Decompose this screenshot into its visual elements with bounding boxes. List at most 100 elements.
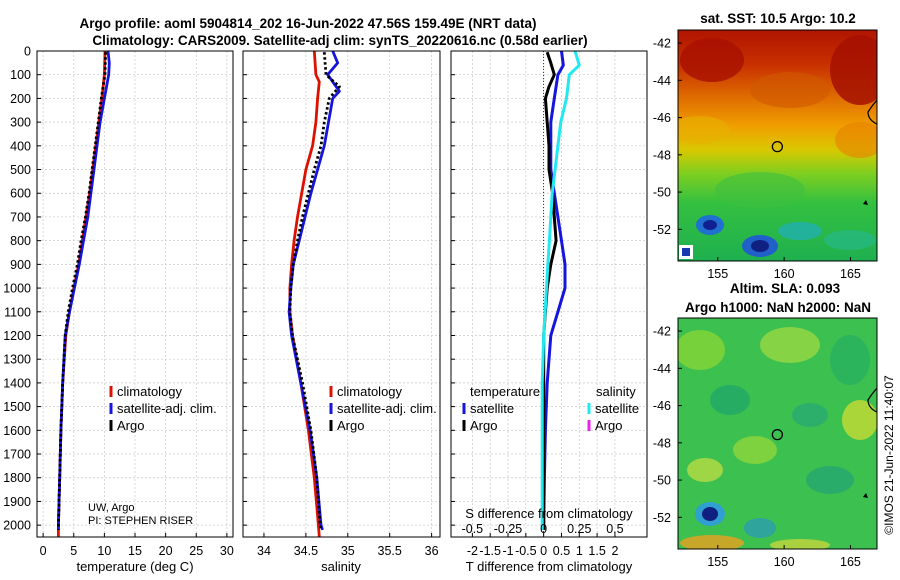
depth-tick-label: 0 xyxy=(24,45,31,59)
series-satellite-adj-clim- xyxy=(287,50,341,531)
lat-tick-label: -52 xyxy=(653,223,671,237)
sst-field xyxy=(678,30,877,261)
difference-xlabel: T difference from climatology xyxy=(466,559,633,574)
x-tick-label: -1 xyxy=(502,544,513,558)
temperature-legend: climatology satellite-adj. clim. Argo xyxy=(109,384,217,433)
salinity-x-ticks: 34 34.5 35 35.5 36 xyxy=(243,50,439,558)
x-tick-label: 0.5 xyxy=(553,544,570,558)
sla-map-title-line2: Argo h1000: NaN h2000: NaN xyxy=(685,300,871,315)
x-tick-label: -2 xyxy=(467,544,478,558)
difference-lines xyxy=(540,50,581,537)
lon-tick-label: 165 xyxy=(840,555,861,569)
temperature-x-ticks: 0 5 10 15 20 25 30 xyxy=(37,50,234,558)
sst-float-marker xyxy=(771,140,784,153)
depth-tick-label: 1300 xyxy=(3,353,31,367)
x-tick-label: 5 xyxy=(70,544,77,558)
legend-temp-argo-label: Argo xyxy=(470,418,497,433)
temperature-panel: 0 5 10 15 20 25 30 temperature (deg C) climato… xyxy=(36,50,234,574)
difference-x-ticks: -2 -1.5 -1 -0.5 0 0.5 1 1.5 2 xyxy=(451,50,618,558)
legend-sal-satellite-label: satellite xyxy=(595,401,639,416)
depth-tick-label: 1400 xyxy=(3,376,31,390)
x-tick-label: 30 xyxy=(220,544,234,558)
sla-map-ticks: -42 -44 -46 -48 -50 -52 155 160 165 xyxy=(653,325,861,569)
temperature-lines xyxy=(57,50,111,537)
lat-tick-label: -42 xyxy=(653,37,671,51)
series-salinity-satellite xyxy=(540,50,581,530)
depth-tick-label: 1600 xyxy=(3,424,31,438)
lat-tick-label: -44 xyxy=(653,74,671,88)
series-temperature-satellite xyxy=(542,50,567,530)
sla-map-title-line1: Altim. SLA: 0.093 xyxy=(730,281,841,296)
x-tick-label: 0 xyxy=(40,544,47,558)
x-tick-label: 2 xyxy=(611,544,618,558)
lat-tick-label: -52 xyxy=(653,511,671,525)
depth-tick-label: 900 xyxy=(10,258,31,272)
lat-tick-label: -46 xyxy=(653,399,671,413)
salinity-legend: climatology satellite-adj. clim. Argo xyxy=(329,384,437,433)
lat-tick-label: -48 xyxy=(653,148,671,162)
lon-tick-label: 160 xyxy=(774,555,795,569)
depth-tick-label: 500 xyxy=(10,163,31,177)
series-argo xyxy=(288,52,341,531)
sla-map-frame xyxy=(677,317,878,550)
salinity-lines xyxy=(287,50,341,538)
lon-tick-label: 160 xyxy=(774,267,795,281)
sst-map-title: sat. SST: 10.5 Argo: 10.2 xyxy=(700,11,856,26)
sla-map-panel: Altim. SLA: 0.093 Argo h1000: NaN h2000:… xyxy=(653,281,878,569)
lat-tick-label: -44 xyxy=(653,362,671,376)
x-tick-label: 1 xyxy=(576,544,583,558)
depth-tick-label: 1900 xyxy=(3,495,31,509)
lat-tick-label: -46 xyxy=(653,111,671,125)
difference-axes-box xyxy=(450,50,648,538)
x-tick-label: 36 xyxy=(425,544,439,558)
s-tick-label: -0.25 xyxy=(494,522,523,536)
salinity-panel: 34 34.5 35 35.5 36 salinity climatology sate… xyxy=(242,50,441,574)
salinity-axes-box xyxy=(242,50,441,538)
temperature-xlabel: temperature (deg C) xyxy=(76,559,193,574)
s-tick-label: 0.5 xyxy=(606,522,623,536)
legend-argo-label: Argo xyxy=(117,418,144,433)
legend-climatology-label: climatology xyxy=(117,384,183,399)
temperature-grid xyxy=(37,50,233,537)
legend-temp-satellite-label: satellite xyxy=(470,401,514,416)
x-tick-label: 25 xyxy=(189,544,203,558)
depth-tick-label: 800 xyxy=(10,234,31,248)
sla-float-marker xyxy=(771,428,784,441)
x-tick-label: -0.5 xyxy=(515,544,537,558)
x-tick-label: 35.5 xyxy=(378,544,402,558)
s-tick-label: 0 xyxy=(540,522,547,536)
difference-panel: -2 -1.5 -1 -0.5 0 0.5 1 1.5 2 T difference from … xyxy=(450,50,648,574)
depth-tick-label: 700 xyxy=(10,210,31,224)
legend-temperature-title: temperature xyxy=(470,384,540,399)
depth-tick-label: 400 xyxy=(10,139,31,153)
depth-tick-label: 300 xyxy=(10,116,31,130)
sal-legend-satellite-adj-label: satellite-adj. clim. xyxy=(337,401,437,416)
depth-axis: 0 100 200 300 400 500 600 700 800 900 1000 1100 1200… xyxy=(3,45,31,533)
depth-tick-label: 1700 xyxy=(3,448,31,462)
x-tick-label: 20 xyxy=(159,544,173,558)
pi-note: PI: STEPHEN RISER xyxy=(88,515,193,527)
x-tick-label: 0 xyxy=(540,544,547,558)
x-tick-label: 34 xyxy=(257,544,271,558)
lon-tick-label: 155 xyxy=(707,267,728,281)
depth-tick-label: 100 xyxy=(10,68,31,82)
salinity-grid xyxy=(243,50,440,537)
s-tick-label: 0.25 xyxy=(567,522,591,536)
depth-tick-label: 1200 xyxy=(3,329,31,343)
depth-tick-label: 1800 xyxy=(3,471,31,485)
x-tick-label: 1.5 xyxy=(588,544,605,558)
s-tick-label: -0.5 xyxy=(462,522,484,536)
x-tick-label: 34.5 xyxy=(294,544,318,558)
lon-tick-label: 155 xyxy=(707,555,728,569)
sal-legend-climatology-label: climatology xyxy=(337,384,403,399)
depth-tick-label: 2000 xyxy=(3,519,31,533)
salinity-xlabel: salinity xyxy=(321,559,361,574)
depth-tick-label: 1000 xyxy=(3,282,31,296)
lon-tick-label: 165 xyxy=(840,267,861,281)
figure-title-line1: Argo profile: aoml 5904814_202 16-Jun-20… xyxy=(80,16,537,31)
sst-map-frame xyxy=(677,29,878,262)
institution-note: UW, Argo xyxy=(88,502,134,514)
x-tick-label: -1.5 xyxy=(479,544,501,558)
lat-tick-label: -50 xyxy=(653,474,671,488)
